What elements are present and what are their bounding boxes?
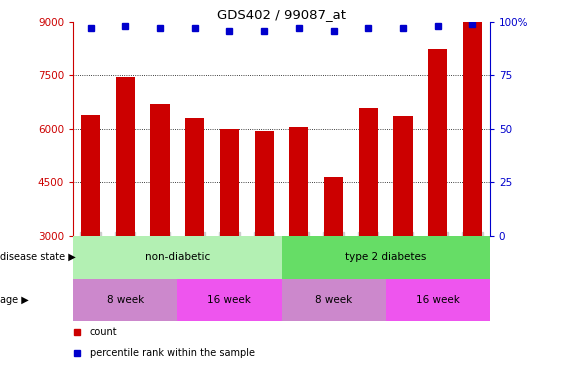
Bar: [73, 279, 177, 321]
Bar: [359, 108, 378, 236]
Bar: [116, 77, 135, 236]
Bar: [81, 115, 100, 236]
Bar: [463, 22, 482, 236]
Bar: [177, 279, 282, 321]
Text: type 2 diabetes: type 2 diabetes: [345, 252, 426, 262]
Bar: [289, 127, 309, 236]
Text: 16 week: 16 week: [208, 295, 251, 305]
Text: non-diabetic: non-diabetic: [145, 252, 210, 262]
Text: 8 week: 8 week: [315, 295, 352, 305]
Text: count: count: [90, 327, 118, 337]
Title: GDS402 / 99087_at: GDS402 / 99087_at: [217, 8, 346, 21]
Bar: [73, 236, 282, 279]
Text: disease state ▶: disease state ▶: [0, 252, 76, 262]
Text: 16 week: 16 week: [416, 295, 459, 305]
Bar: [386, 279, 490, 321]
Bar: [394, 116, 413, 236]
Bar: [282, 279, 386, 321]
Bar: [220, 129, 239, 236]
Bar: [282, 236, 490, 279]
Text: percentile rank within the sample: percentile rank within the sample: [90, 348, 255, 358]
Bar: [254, 131, 274, 236]
Bar: [150, 104, 169, 236]
Bar: [428, 49, 447, 236]
Bar: [185, 118, 204, 236]
Text: 8 week: 8 week: [106, 295, 144, 305]
Bar: [324, 177, 343, 236]
Text: age ▶: age ▶: [0, 295, 29, 305]
